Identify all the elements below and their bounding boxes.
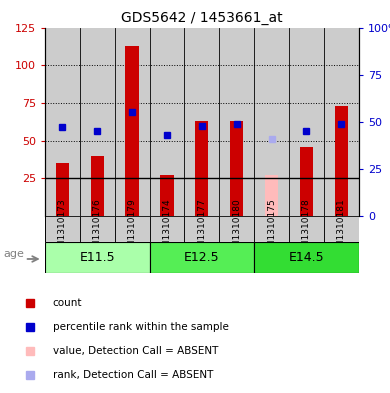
Text: E14.5: E14.5 [289, 251, 324, 264]
Text: E12.5: E12.5 [184, 251, 220, 264]
Bar [324, 216, 359, 242]
Bar [195, 121, 208, 216]
Bar [219, 216, 254, 242]
Bar [254, 216, 289, 242]
Text: GSM1310177: GSM1310177 [197, 198, 206, 259]
Bar [219, 28, 254, 216]
Bar [324, 28, 359, 216]
Text: GSM1310175: GSM1310175 [267, 198, 276, 259]
Bar [80, 28, 115, 216]
Text: GSM1310181: GSM1310181 [337, 198, 346, 259]
Bar [149, 216, 184, 242]
Bar [160, 175, 174, 216]
Text: GSM1310173: GSM1310173 [58, 198, 67, 259]
Text: E11.5: E11.5 [79, 251, 115, 264]
Bar [254, 28, 289, 216]
Text: GSM1310179: GSM1310179 [128, 198, 136, 259]
Bar [45, 28, 80, 216]
Text: rank, Detection Call = ABSENT: rank, Detection Call = ABSENT [53, 370, 213, 380]
Text: count: count [53, 298, 82, 308]
Text: age: age [4, 249, 25, 259]
Title: GDS5642 / 1453661_at: GDS5642 / 1453661_at [121, 11, 283, 25]
Text: GSM1310174: GSM1310174 [163, 198, 172, 259]
Bar [45, 242, 149, 273]
Bar [289, 216, 324, 242]
Text: percentile rank within the sample: percentile rank within the sample [53, 322, 229, 332]
Bar [184, 28, 219, 216]
Bar [80, 216, 115, 242]
Bar [230, 121, 243, 216]
Bar [254, 242, 359, 273]
Bar [149, 242, 254, 273]
Bar [45, 216, 80, 242]
Bar [300, 147, 313, 216]
Text: value, Detection Call = ABSENT: value, Detection Call = ABSENT [53, 346, 218, 356]
Text: GSM1310178: GSM1310178 [302, 198, 311, 259]
Bar [335, 106, 348, 216]
Text: GSM1310176: GSM1310176 [93, 198, 102, 259]
Bar [56, 163, 69, 216]
Bar [289, 28, 324, 216]
Bar [184, 216, 219, 242]
Text: GSM1310180: GSM1310180 [232, 198, 241, 259]
Bar [115, 216, 149, 242]
Bar [149, 28, 184, 216]
Bar [265, 175, 278, 216]
Bar [115, 28, 149, 216]
Bar [126, 46, 139, 216]
Bar [90, 156, 104, 216]
